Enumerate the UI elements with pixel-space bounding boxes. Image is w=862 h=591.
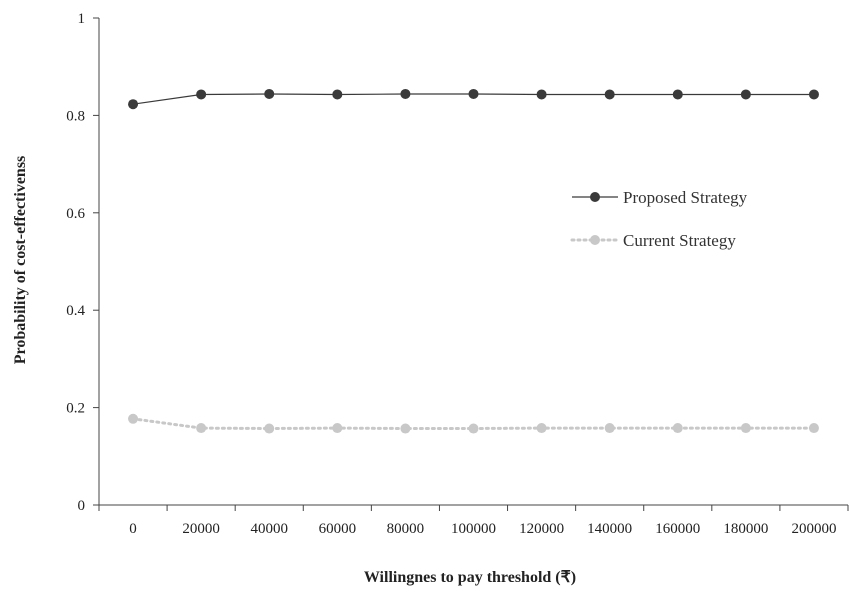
legend-label-1: Current Strategy bbox=[623, 231, 736, 250]
x-axis-ticks: 0 20000 40000 60000 80000 100000 120000 140000 1… bbox=[98, 505, 849, 537]
x-tick-label: 40000 bbox=[250, 521, 288, 537]
data-point bbox=[128, 99, 139, 110]
y-tick-label: 0 bbox=[78, 498, 86, 514]
data-point bbox=[604, 89, 615, 100]
axes bbox=[98, 18, 848, 506]
x-tick-label: 20000 bbox=[182, 521, 220, 537]
data-point bbox=[468, 423, 479, 434]
y-axis-title: Probability of cost-effectivenss bbox=[12, 156, 29, 365]
data-point bbox=[264, 423, 275, 434]
data-point bbox=[672, 423, 683, 434]
x-tick-label: 120000 bbox=[519, 521, 564, 537]
x-tick-label: 100000 bbox=[451, 521, 496, 537]
legend-label-0: Proposed Strategy bbox=[623, 188, 748, 207]
legend-marker-1 bbox=[590, 235, 600, 245]
y-axis-ticks: 0 0.2 0.4 0.6 0.8 1 bbox=[66, 11, 99, 514]
data-point bbox=[808, 89, 819, 100]
x-tick-label: 80000 bbox=[387, 521, 425, 537]
data-point bbox=[196, 89, 207, 100]
data-point bbox=[400, 88, 411, 99]
data-point bbox=[536, 423, 547, 434]
y-tick-label: 0.2 bbox=[66, 401, 85, 417]
data-point bbox=[536, 89, 547, 100]
data-point bbox=[740, 89, 751, 100]
data-point bbox=[672, 89, 683, 100]
data-point bbox=[264, 88, 275, 99]
data-point bbox=[196, 423, 207, 434]
data-point bbox=[468, 88, 479, 99]
data-point bbox=[740, 423, 751, 434]
data-point bbox=[400, 423, 411, 434]
data-point bbox=[332, 423, 343, 434]
x-tick-label: 180000 bbox=[723, 521, 768, 537]
y-tick-label: 0.8 bbox=[66, 108, 85, 124]
data-point bbox=[604, 423, 615, 434]
y-tick-label: 0.4 bbox=[66, 303, 85, 319]
x-tick-label: 0 bbox=[129, 521, 137, 537]
data-point bbox=[808, 423, 819, 434]
x-tick-label: 140000 bbox=[587, 521, 632, 537]
series-group bbox=[128, 88, 819, 434]
x-tick-label: 60000 bbox=[319, 521, 357, 537]
data-point bbox=[332, 89, 343, 100]
y-tick-label: 1 bbox=[78, 11, 86, 27]
x-axis-title: Willingnes to pay threshold (₹) bbox=[364, 569, 576, 586]
legend-marker-0 bbox=[590, 192, 600, 202]
legend: Proposed Strategy Current Strategy bbox=[570, 188, 748, 250]
y-tick-label: 0.6 bbox=[66, 206, 85, 222]
x-tick-label: 200000 bbox=[791, 521, 836, 537]
data-point bbox=[128, 413, 139, 424]
x-tick-label: 160000 bbox=[655, 521, 700, 537]
